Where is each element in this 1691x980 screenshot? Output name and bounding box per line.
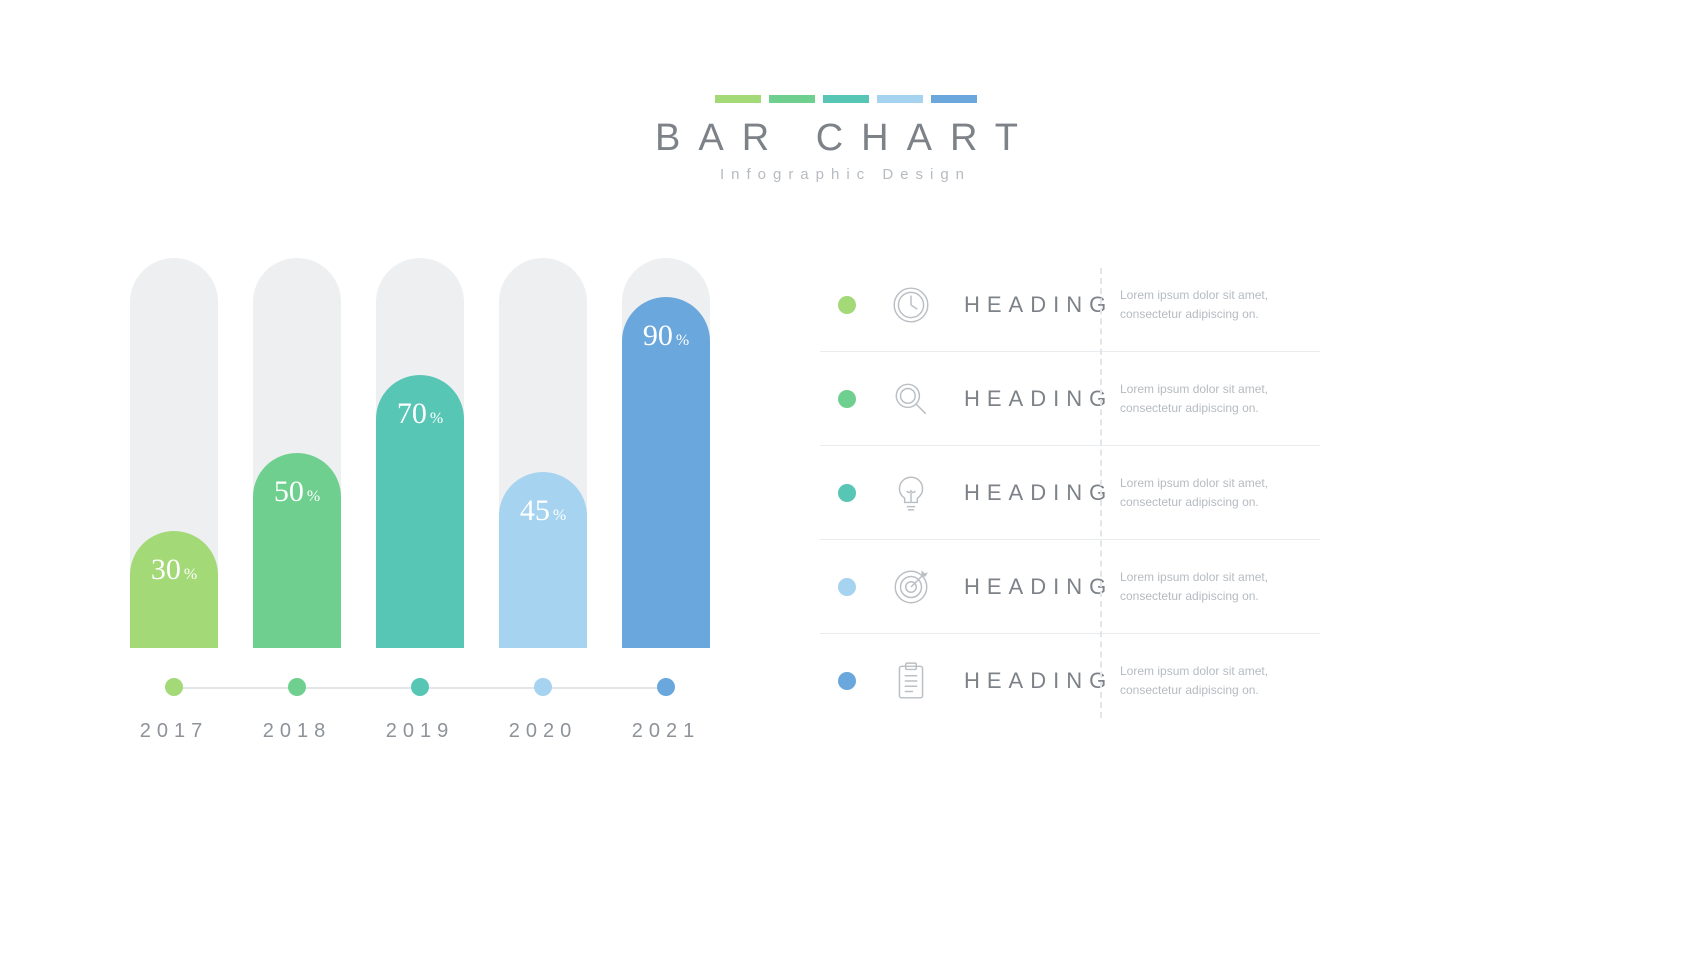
clock-icon — [890, 284, 932, 326]
bar-chart: 30%50%70%45%90% 20172018201920202021 — [130, 258, 710, 750]
bar-value-label: 30% — [130, 553, 218, 587]
bars-row: 30%50%70%45%90% — [130, 258, 710, 648]
year-label: 2021 — [622, 720, 710, 743]
bar-value-pct: % — [430, 410, 443, 427]
year-row: 2017 2018 2019 2020 2021 — [130, 720, 710, 750]
bar-value-label: 45% — [499, 494, 587, 528]
bar-slot: 90% — [622, 258, 710, 648]
legend-desc: Lorem ipsum dolor sit amet, consectetur … — [1120, 662, 1300, 699]
year-label: 2018 — [253, 720, 341, 743]
bar-value-number: 50 — [274, 475, 304, 508]
bar-value-number: 90 — [643, 319, 673, 352]
legend-row: HEADING Lorem ipsum dolor sit amet, conse… — [820, 634, 1320, 728]
header: BAR CHART Infographic Design — [0, 90, 1691, 183]
legend-desc: Lorem ipsum dolor sit amet, consectetur … — [1120, 286, 1300, 323]
timeline-dot — [534, 678, 552, 696]
bar-slot: 70% — [376, 258, 464, 648]
year-label: 2020 — [499, 720, 587, 743]
clipboard-icon — [890, 660, 932, 702]
year-label: 2017 — [130, 720, 218, 743]
legend-heading: HEADING — [964, 668, 1113, 694]
legend-heading: HEADING — [964, 386, 1113, 412]
legend-dot — [838, 390, 856, 408]
timeline-dot — [288, 678, 306, 696]
bar-value-label: 70% — [376, 397, 464, 431]
page-subtitle: Infographic Design — [0, 166, 1691, 183]
bar-value-pct: % — [553, 507, 566, 524]
legend-row: HEADING Lorem ipsum dolor sit amet, conse… — [820, 540, 1320, 634]
legend-desc: Lorem ipsum dolor sit amet, consectetur … — [1120, 380, 1300, 417]
bar-value-pct: % — [307, 488, 320, 505]
timeline — [130, 678, 710, 698]
bar-value-number: 45 — [520, 494, 550, 527]
legend-desc: Lorem ipsum dolor sit amet, consectetur … — [1120, 568, 1300, 605]
legend-heading: HEADING — [964, 292, 1113, 318]
page-title: BAR CHART — [0, 117, 1691, 160]
target-icon — [890, 566, 932, 608]
bar-value-pct: % — [184, 566, 197, 583]
bar-slot: 50% — [253, 258, 341, 648]
legend-dot — [838, 578, 856, 596]
bar-fill — [130, 531, 218, 648]
header-swatch-row — [715, 95, 977, 103]
bar-value-number: 70 — [397, 397, 427, 430]
legend-divider — [1100, 268, 1102, 718]
year-label: 2019 — [376, 720, 464, 743]
legend-dot — [838, 672, 856, 690]
legend-dot — [838, 484, 856, 502]
bulb-icon — [890, 472, 932, 514]
header-swatch — [877, 95, 923, 103]
bar-value-label: 50% — [253, 475, 341, 509]
magnifier-icon — [890, 378, 932, 420]
header-swatch — [715, 95, 761, 103]
bar-value-number: 30 — [151, 553, 181, 586]
bar-slot: 45% — [499, 258, 587, 648]
bar-slot: 30% — [130, 258, 218, 648]
header-swatch — [931, 95, 977, 103]
timeline-dot — [657, 678, 675, 696]
legend: HEADING Lorem ipsum dolor sit amet, conse… — [820, 258, 1320, 728]
bar-value-label: 90% — [622, 319, 710, 353]
legend-row: HEADING Lorem ipsum dolor sit amet, conse… — [820, 446, 1320, 540]
bar-value-pct: % — [676, 332, 689, 349]
header-swatch — [769, 95, 815, 103]
legend-heading: HEADING — [964, 574, 1113, 600]
header-swatch — [823, 95, 869, 103]
legend-row: HEADING Lorem ipsum dolor sit amet, conse… — [820, 352, 1320, 446]
legend-desc: Lorem ipsum dolor sit amet, consectetur … — [1120, 474, 1300, 511]
timeline-dot — [411, 678, 429, 696]
legend-dot — [838, 296, 856, 314]
timeline-dot — [165, 678, 183, 696]
legend-heading: HEADING — [964, 480, 1113, 506]
legend-row: HEADING Lorem ipsum dolor sit amet, conse… — [820, 258, 1320, 352]
